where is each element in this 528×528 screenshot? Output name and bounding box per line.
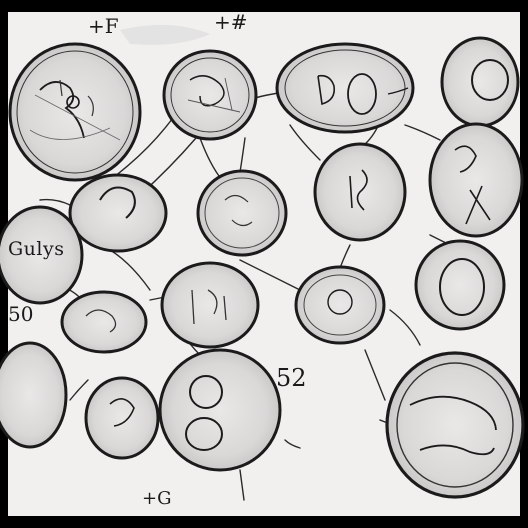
cell-2 <box>162 49 258 141</box>
cell-17 <box>385 351 525 499</box>
cell-1 <box>8 42 142 182</box>
label-left-word: Gulys <box>8 238 65 260</box>
cell-14 <box>0 341 68 449</box>
label-mid-number: 52 <box>276 364 307 392</box>
label-top-mid: +# <box>214 10 248 34</box>
cell-4 <box>440 36 520 128</box>
paper-smudge <box>120 24 210 45</box>
cell-15 <box>84 376 160 460</box>
cell-6 <box>196 169 288 257</box>
label-left-number: 50 <box>8 302 34 326</box>
cell-16 <box>158 348 282 472</box>
label-top-left: +F <box>88 14 119 38</box>
label-bottom: +G <box>142 488 172 509</box>
cell-7 <box>313 142 407 242</box>
cell-3 <box>275 42 415 134</box>
cell-13 <box>60 290 148 354</box>
cell-10 <box>160 261 260 349</box>
cell-12 <box>414 239 506 331</box>
cell-5 <box>68 173 168 253</box>
cell-8 <box>428 122 524 238</box>
cell-11 <box>294 265 386 345</box>
cell-9 <box>0 205 84 305</box>
